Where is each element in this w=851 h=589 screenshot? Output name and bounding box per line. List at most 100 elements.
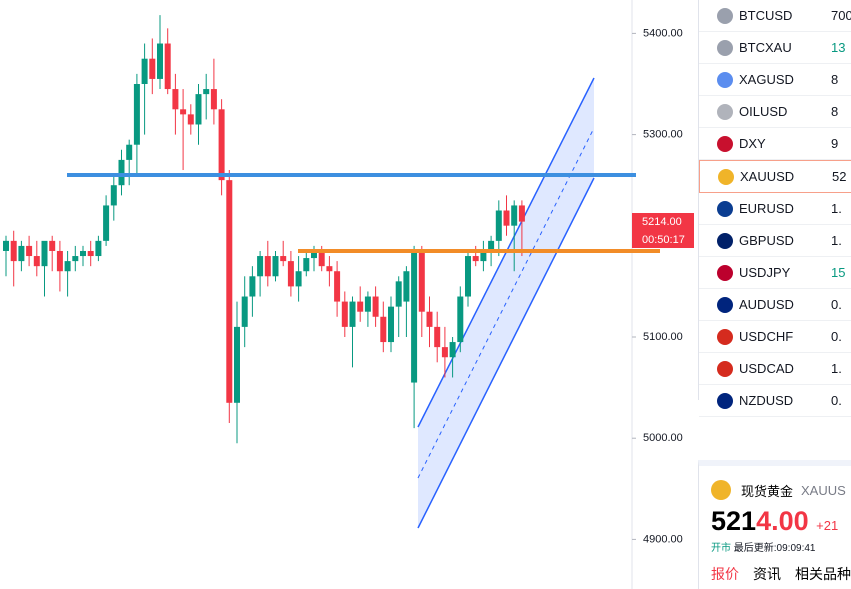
channel-mid	[417, 127, 595, 479]
candle-body	[33, 256, 40, 267]
watch-row[interactable]: XAGUSD 8	[699, 64, 851, 96]
tabs: 报价 资讯 相关品种	[711, 564, 851, 584]
symbol: GBPUSD	[739, 233, 794, 248]
candle-body	[26, 245, 33, 257]
detail-panel: 现货黄金 XAUUS 5214.00 +21 开市 最后更新:09:09:41 …	[698, 460, 851, 589]
candle-body	[380, 316, 387, 343]
symbol-icon	[717, 360, 733, 377]
watch-row[interactable]: XAUUSD 52	[699, 160, 851, 193]
candle-body	[141, 58, 148, 84]
watch-row[interactable]: USDCAD 1.	[699, 353, 851, 385]
watch-row[interactable]: NZDUSD 0.	[699, 385, 851, 417]
candle-body	[372, 296, 379, 317]
symbol: OILUSD	[739, 104, 788, 119]
candle-body	[41, 240, 48, 267]
candle-body	[334, 271, 341, 302]
symbol-value: 0.	[831, 329, 842, 344]
watch-row[interactable]: AUDUSD 0.	[699, 289, 851, 321]
price-tail: 4.00	[756, 506, 809, 536]
symbol-icon	[717, 7, 733, 24]
candle-body	[110, 185, 117, 206]
watch-row[interactable]: BTCXAU 13	[699, 32, 851, 64]
candle-body	[172, 89, 179, 110]
symbol: USDCAD	[739, 361, 794, 376]
watch-row[interactable]: EURUSD 1.	[699, 193, 851, 225]
candle-body	[64, 261, 71, 272]
symbol: NZDUSD	[739, 393, 794, 408]
watch-row[interactable]: BTCUSD 700	[699, 0, 851, 32]
candle-body	[480, 250, 487, 262]
price-main: 521	[711, 506, 757, 536]
symbol-value: 15	[831, 265, 846, 280]
candle-body	[295, 271, 302, 287]
tab[interactable]: 报价	[711, 566, 739, 582]
candle-body	[241, 296, 248, 327]
candle-body	[411, 250, 418, 383]
watchlist: BTCUSD 700 BTCXAU 13 XAGUSD 8 OILUSD 8 DXY 9 XAUUS…	[698, 0, 851, 417]
candle-body	[56, 250, 63, 272]
candle-body	[157, 43, 163, 79]
candle-body	[357, 301, 364, 312]
symbol: XAGUSD	[739, 72, 794, 87]
watch-row[interactable]: USDCHF 0.	[699, 321, 851, 353]
symbol-value: 1.	[831, 361, 842, 376]
y-tick-label: 5400.00	[643, 27, 683, 39]
candle-body	[218, 109, 225, 181]
candle-body	[133, 83, 140, 145]
y-tick-label: 5300.00	[643, 129, 683, 141]
last-update: 最后更新:09:09:41	[733, 543, 816, 554]
candle-body	[87, 250, 94, 257]
symbol-value: 0.	[831, 393, 842, 408]
candle-body	[180, 109, 187, 115]
symbol-value: 8	[831, 72, 839, 87]
candle-body	[149, 58, 156, 79]
candle-body	[488, 240, 495, 251]
tab[interactable]: 资讯	[753, 566, 781, 582]
symbol: DXY	[739, 136, 766, 151]
detail-name: 现货黄金	[741, 483, 794, 499]
symbol-value: 700	[831, 8, 851, 23]
watch-row[interactable]: GBPUSD 1.	[699, 225, 851, 257]
symbol: USDCHF	[739, 329, 794, 344]
candle-body	[403, 271, 410, 302]
tab[interactable]: 相关品种	[795, 566, 851, 582]
candle-body	[272, 256, 279, 277]
candle-body	[195, 94, 202, 125]
candle-body	[280, 256, 287, 262]
watch-row[interactable]: OILUSD 8	[699, 96, 851, 128]
symbol-value: 13	[831, 40, 846, 55]
symbol-icon	[717, 264, 733, 281]
candle-body	[495, 210, 502, 241]
watch-row[interactable]: DXY 9	[699, 128, 851, 160]
candle-body	[49, 240, 56, 251]
symbol-value: 52	[832, 169, 847, 184]
candle-body	[95, 240, 102, 257]
symbol: BTCXAU	[739, 40, 792, 55]
detail-header: 现货黄金 XAUUS	[711, 480, 851, 500]
candle-body	[388, 306, 394, 343]
countdown: 00:50:17	[642, 234, 685, 246]
candle-body	[18, 245, 25, 262]
symbol-icon	[717, 71, 733, 88]
y-tick-label: 5000.00	[643, 432, 683, 444]
market-status: 开市	[711, 543, 731, 554]
candle-body	[3, 240, 9, 251]
symbol-icon	[717, 200, 733, 217]
candle-body	[434, 326, 441, 348]
watch-row[interactable]: USDJPY 15	[699, 257, 851, 289]
candle-body	[341, 301, 348, 327]
channel-line	[417, 177, 595, 529]
candle-body	[472, 256, 479, 262]
symbol-value: 8	[831, 104, 839, 119]
symbol-icon	[717, 232, 733, 249]
candle-body	[303, 258, 310, 272]
symbol-value: 1.	[831, 201, 842, 216]
symbol: AUDUSD	[739, 297, 794, 312]
candle-body	[210, 89, 217, 110]
candle-body	[234, 326, 240, 403]
candle-body	[311, 250, 317, 259]
candle-body	[395, 281, 402, 307]
y-tick-label: 5100.00	[643, 331, 683, 343]
symbol-icon	[718, 168, 734, 185]
detail-status: 开市 最后更新:09:09:41	[711, 539, 851, 554]
